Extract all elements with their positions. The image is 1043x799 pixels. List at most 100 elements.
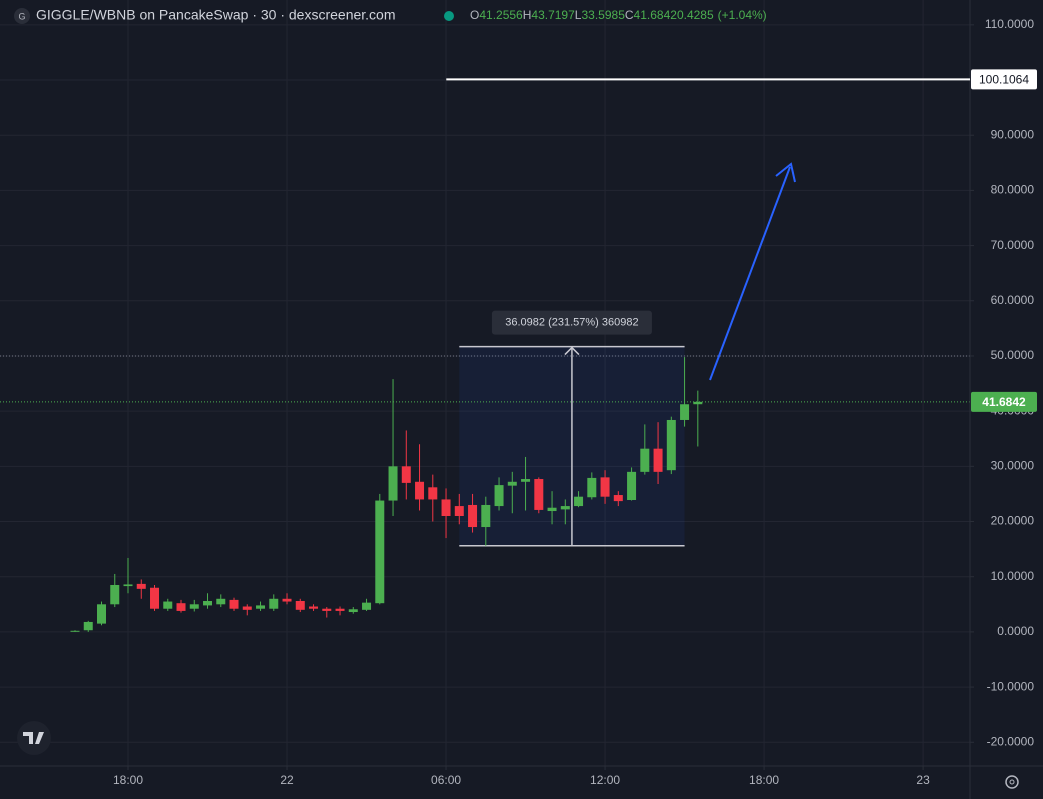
arrow-head — [775, 162, 796, 183]
last-price-bg — [971, 391, 1037, 412]
candle-body — [309, 606, 319, 609]
candle-body — [110, 584, 120, 605]
candle-body — [229, 599, 239, 609]
candle-body — [454, 506, 464, 517]
status-dot — [444, 11, 454, 21]
candle-body — [189, 604, 199, 609]
candle-body — [150, 587, 160, 609]
candle-body — [70, 630, 80, 632]
candle-body — [203, 600, 213, 606]
candle-body — [627, 471, 637, 500]
measure-label-bg — [491, 310, 652, 335]
candle-body — [680, 404, 690, 420]
ohlc-value: 43.7197 — [531, 8, 575, 22]
candle-body — [441, 499, 451, 517]
candle-body — [547, 507, 557, 512]
x-tick-label: 23 — [916, 773, 930, 787]
measure-arrow-head — [564, 346, 580, 356]
measure-label: 36.0982 (231.57%) 360982 — [505, 316, 638, 328]
candle-body — [362, 602, 372, 610]
candle-body — [216, 598, 226, 605]
candle-body — [534, 479, 544, 510]
candle-body — [375, 500, 385, 604]
settings-icon[interactable] — [1005, 775, 1019, 789]
y-tick-label: -10.0000 — [987, 679, 1035, 693]
candle-body — [494, 485, 504, 507]
candle-body — [481, 504, 491, 528]
logo-bg — [17, 721, 51, 755]
x-tick-label: 18:00 — [749, 773, 779, 787]
y-tick-label: 50.0000 — [991, 348, 1035, 362]
x-tick-label: 22 — [280, 773, 294, 787]
settings-gear[interactable] — [1005, 775, 1019, 789]
candle-body — [335, 608, 345, 611]
candle-body — [613, 495, 623, 502]
y-tick-label: 30.0000 — [991, 459, 1035, 473]
candle-body — [600, 477, 610, 497]
candle-body — [348, 609, 358, 613]
y-tick-label: 20.0000 — [991, 514, 1035, 528]
tv-logo — [17, 721, 51, 755]
candle-body — [468, 504, 478, 528]
trend-arrow — [709, 166, 791, 381]
y-tick-label: 10.0000 — [991, 569, 1035, 583]
y-tick-label: 0.0000 — [997, 624, 1034, 638]
y-tick-label: 90.0000 — [991, 127, 1035, 141]
candle-body — [693, 401, 703, 405]
candle-body — [83, 621, 93, 631]
candle-body — [507, 481, 517, 486]
logo-mark — [23, 732, 44, 744]
token-icon — [14, 8, 30, 24]
candle-body — [163, 601, 173, 609]
ohlc-key: C — [625, 8, 634, 22]
settings-core[interactable] — [1009, 779, 1015, 785]
y-tick-label: 110.0000 — [985, 17, 1034, 31]
token-icon-letter: G — [18, 11, 25, 21]
candle-body — [295, 600, 305, 610]
candle-body — [640, 448, 650, 472]
price-line-bg — [971, 69, 1037, 90]
candle-body — [136, 583, 146, 589]
ohlc-value: 41.2556 — [479, 8, 523, 22]
y-tick-label: 60.0000 — [991, 293, 1035, 307]
candle-body — [521, 479, 531, 482]
candle-body — [574, 496, 584, 507]
candle-body — [587, 477, 597, 498]
ohlc-value: 41.6842 — [634, 8, 678, 22]
ohlc-header: O41.2556H43.7197L33.5985C41.68420.4285 (+… — [470, 8, 767, 22]
price-line-label: 100.1064 — [979, 73, 1029, 87]
y-tick-label: 70.0000 — [991, 238, 1035, 252]
x-tick-label: 18:00 — [113, 773, 143, 787]
candle-body — [401, 466, 411, 483]
candle-body — [560, 506, 570, 510]
candle-body — [322, 608, 332, 611]
candle-body — [256, 605, 266, 609]
ohlc-key: L — [575, 8, 582, 22]
candle-body — [123, 584, 133, 587]
candle-body — [653, 448, 663, 472]
x-tick-label: 06:00 — [431, 773, 461, 787]
change: 0.4285 — [677, 8, 714, 22]
plot: 36.0982 (231.57%) 360982 — [0, 310, 970, 632]
ohlc-key: H — [523, 8, 532, 22]
candle-body — [282, 598, 292, 602]
candle-body — [269, 598, 279, 609]
change-pct: (+1.04%) — [718, 8, 767, 22]
candle-body — [415, 481, 425, 500]
last-price-label: 41.6842 — [982, 395, 1026, 409]
ohlc-value: 33.5985 — [581, 8, 625, 22]
candle-body — [97, 604, 107, 624]
candle-body — [428, 487, 438, 500]
chart-title: GIGGLE/WBNB on PancakeSwap · 30 · dexscr… — [36, 7, 396, 23]
candle-body — [176, 603, 186, 611]
y-tick-label: 80.0000 — [991, 183, 1035, 197]
candle-body — [242, 606, 252, 610]
candle-body — [666, 419, 676, 471]
y-tick-label: -20.0000 — [987, 734, 1035, 748]
ohlc-key: O — [470, 8, 479, 22]
x-tick-label: 12:00 — [590, 773, 620, 787]
candle-body — [388, 466, 398, 501]
